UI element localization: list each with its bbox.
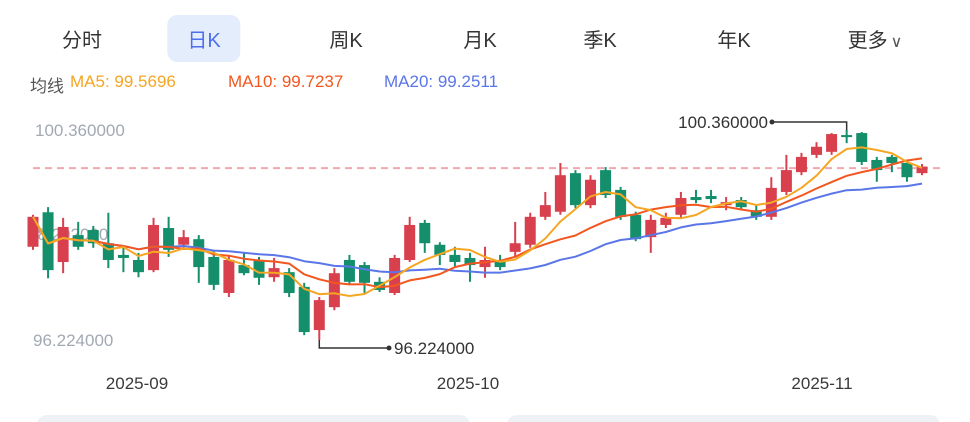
ma20-line: [32, 182, 923, 274]
tab-more-label: 更多: [847, 30, 888, 52]
candlestick-chart[interactable]: 100.360000 98.292000 96.224000 100.36000…: [0, 100, 970, 422]
ma20-value: MA20: 99.2511: [384, 72, 499, 91]
bottom-card-left[interactable]: [37, 415, 470, 422]
y-axis-label-max: 100.360000: [35, 121, 125, 140]
tab-minute[interactable]: 分时: [42, 15, 122, 62]
ma-legend-title: 均线: [30, 77, 64, 96]
x-axis-label-nov: 2025-11: [791, 374, 852, 393]
x-axis-label-sep: 2025-09: [106, 374, 168, 393]
period-tabbar: 分时 日K 周K 月K 季K 年K 更多 ∨: [0, 0, 970, 64]
tab-daily-k[interactable]: 日K: [167, 15, 241, 62]
candles-layer: [27, 130, 942, 340]
ma-lines-layer: [32, 146, 923, 297]
y-axis-label-min: 96.224000: [33, 331, 113, 350]
tab-monthly-k[interactable]: 月K: [443, 15, 516, 62]
tab-quarterly-k[interactable]: 季K: [563, 15, 636, 62]
annotations-layer: [318, 119, 848, 351]
tab-weekly-k[interactable]: 周K: [309, 15, 382, 62]
low-annotation-label: 96.224000: [394, 339, 474, 358]
tab-more[interactable]: 更多 ∨: [828, 15, 923, 62]
ma5-line: [32, 146, 923, 297]
ma-legend: 均线 MA5: 99.5696 MA10: 99.7237 MA20: 99.2…: [0, 72, 970, 96]
chevron-down-icon: ∨: [890, 34, 903, 51]
high-annotation-label: 100.360000: [678, 113, 768, 132]
ma10-value: MA10: 99.7237: [228, 72, 344, 91]
ma5-value: MA5: 99.5696: [70, 72, 176, 91]
x-axis-label-oct: 2025-10: [437, 374, 499, 393]
tab-yearly-k[interactable]: 年K: [697, 15, 770, 62]
bottom-card-right[interactable]: [507, 415, 940, 422]
